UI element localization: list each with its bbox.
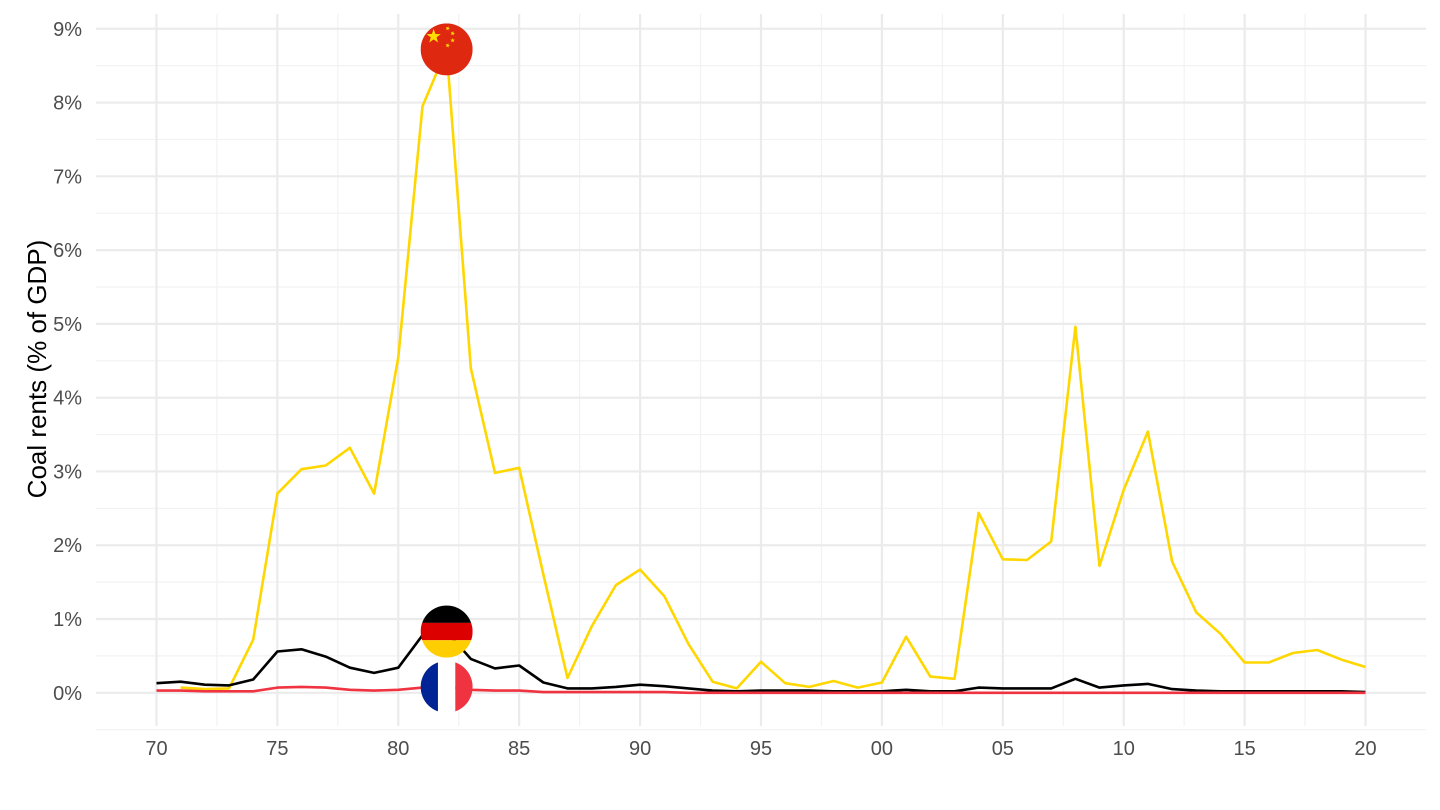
- x-tick-label: 75: [266, 738, 288, 760]
- major-gridlines: [96, 14, 1426, 726]
- x-tick-label: 00: [871, 738, 893, 760]
- flag-body: [420, 660, 473, 713]
- y-axis-tick-labels: 0% 1% 2% 3% 4% 5% 6% 7% 8% 9%: [53, 19, 82, 705]
- flag-body: [420, 23, 473, 76]
- flag-band: [420, 660, 438, 713]
- y-tick-label: 2%: [53, 535, 82, 557]
- y-tick-label: 3%: [53, 461, 82, 483]
- flag-field: [420, 23, 473, 76]
- flag-band: [420, 622, 473, 641]
- series-line-france: [156, 685, 1366, 695]
- series-lines: [156, 48, 1366, 695]
- flag-star: [445, 26, 451, 31]
- y-axis-title: Coal rents (% of GDP): [22, 240, 52, 499]
- y-tick-label: 8%: [53, 93, 82, 115]
- x-tick-label: 85: [508, 738, 530, 760]
- y-tick-label: 5%: [53, 314, 82, 336]
- flag-body: [420, 605, 473, 658]
- y-tick-label: 9%: [53, 19, 82, 41]
- y-tick-label: 1%: [53, 609, 82, 631]
- series-line-china: [180, 48, 1366, 691]
- country-flags: [420, 23, 473, 713]
- x-tick-label: 15: [1234, 738, 1256, 760]
- flag-star: [450, 31, 456, 36]
- flag-star: [445, 43, 451, 48]
- x-tick-label: 10: [1113, 738, 1135, 760]
- y-tick-label: 7%: [53, 166, 82, 188]
- x-tick-label: 70: [145, 738, 167, 760]
- y-tick-label: 4%: [53, 388, 82, 410]
- flag-band: [455, 660, 473, 713]
- x-tick-label: 20: [1354, 738, 1376, 760]
- y-tick-label: 6%: [53, 240, 82, 262]
- series-line-germany: [156, 630, 1366, 694]
- germany-flag-icon: [420, 605, 473, 658]
- x-tick-label: 95: [750, 738, 772, 760]
- x-tick-label: 05: [992, 738, 1014, 760]
- x-axis-tick-labels: 70 75 80 85 90 95 00 05 10 15 20: [145, 738, 1376, 760]
- france-flag-icon: [420, 660, 473, 713]
- y-tick-label: 0%: [53, 683, 82, 705]
- x-tick-label: 80: [387, 738, 409, 760]
- flag-band: [437, 660, 456, 713]
- flag-band: [420, 605, 473, 623]
- x-tick-label: 90: [629, 738, 651, 760]
- china-flag-icon: [420, 23, 473, 76]
- flag-band: [420, 640, 473, 658]
- flag-star: [426, 28, 441, 43]
- flag-star: [450, 38, 455, 43]
